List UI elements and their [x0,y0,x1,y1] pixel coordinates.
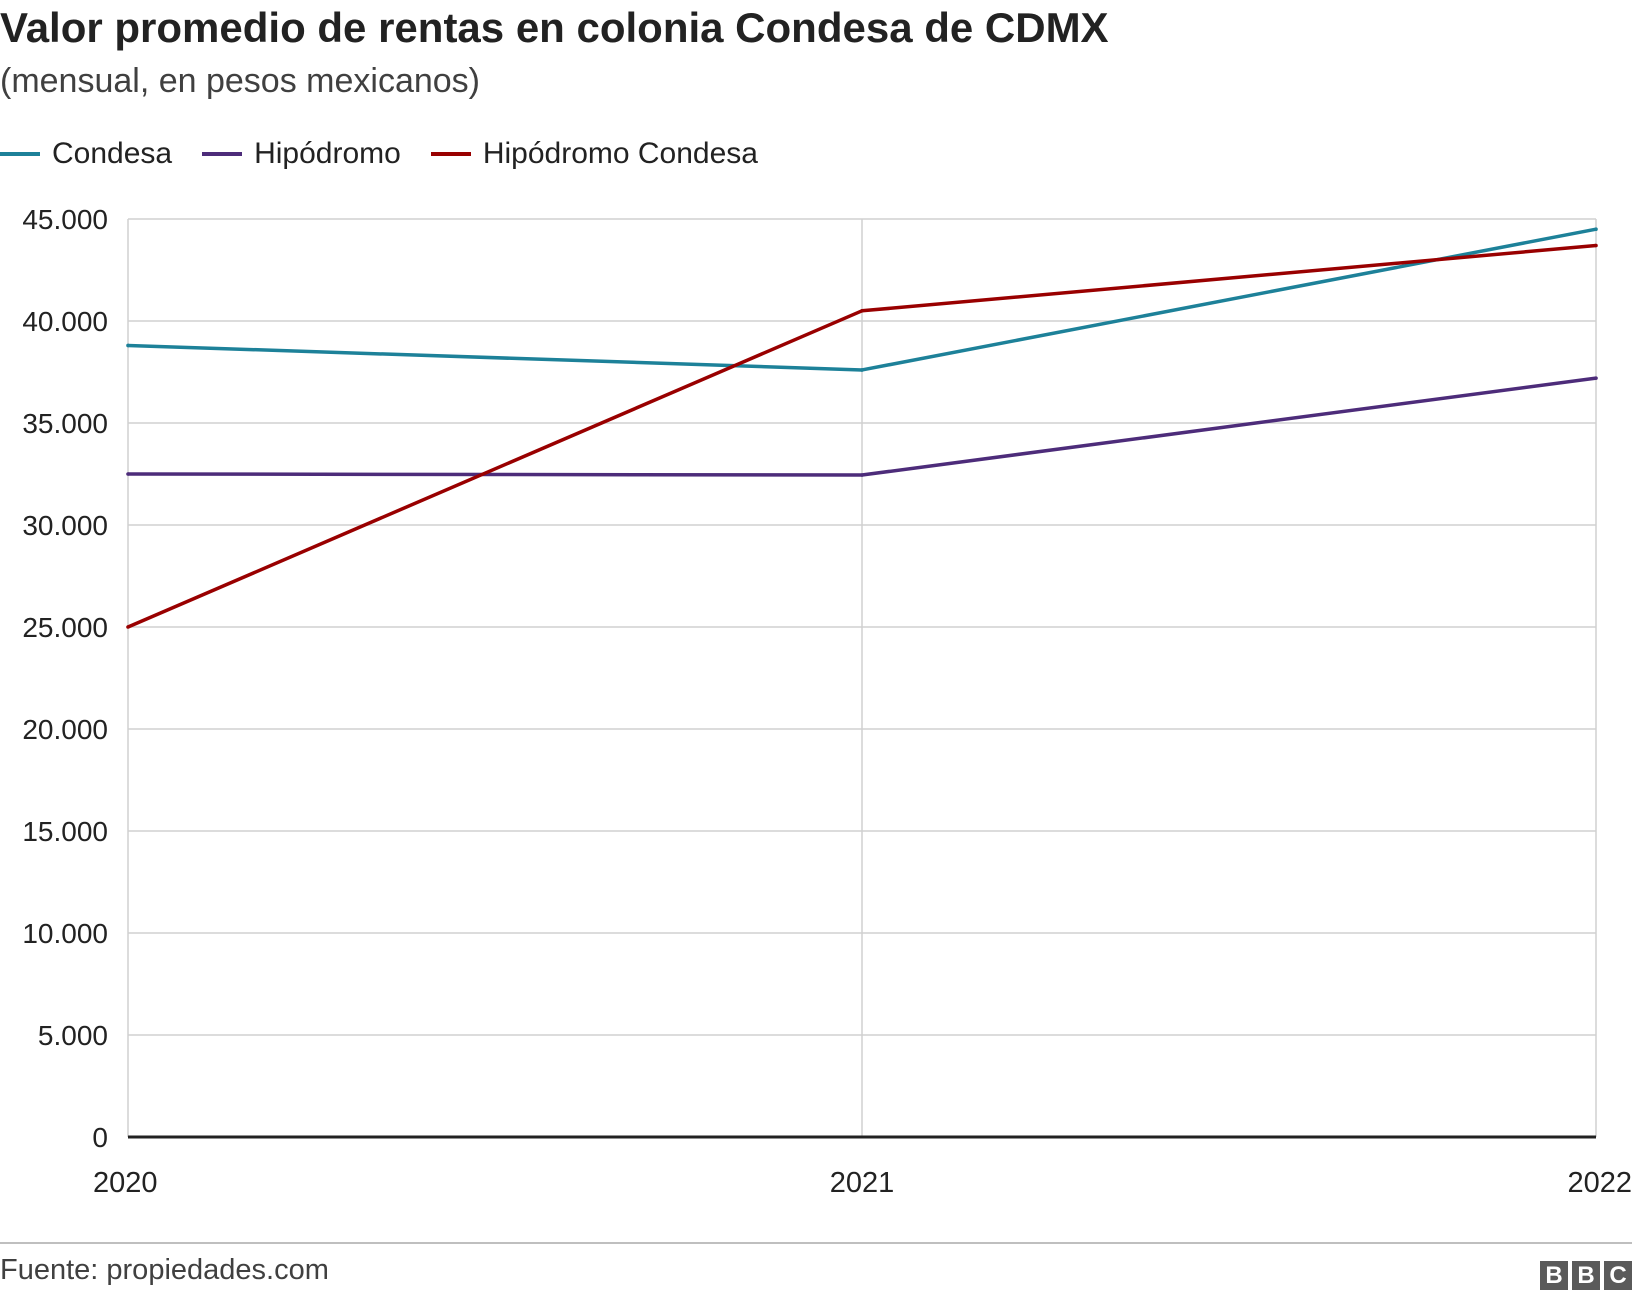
y-tick-label: 15.000 [22,816,108,847]
y-tick-label: 0 [92,1122,108,1153]
x-tick-label: 2020 [93,1167,158,1199]
legend-label-hipodromo: Hipódromo [254,137,401,170]
legend-label-hipodromo-condesa: Hipódromo Condesa [482,137,758,170]
data-point-condesa [860,368,864,372]
y-tick-label: 40.000 [22,306,108,337]
y-tick-label: 30.000 [22,510,108,541]
y-tick-label: 45.000 [22,204,108,235]
line-chart: 0 5.000 10.000 15.000 20.000 25.000 30.000 35.0… [22,204,1632,1199]
legend: Condesa Hipódromo Hipódromo Condesa [0,134,788,174]
data-point-hipodromo-condesa [126,625,130,629]
data-point-hipodromo [860,473,864,477]
chart-subtitle: (mensual, en pesos mexicanos) [0,62,481,100]
data-point-condesa [126,343,130,348]
legend-swatch-condesa [0,152,40,156]
legend-swatch-hipodromo [202,152,243,156]
legend-label-condesa: Condesa [52,137,173,170]
bbc-logo: B B C [1536,1261,1632,1290]
data-point-condesa [1594,227,1598,231]
y-tick-label: 35.000 [22,408,108,439]
chart-title: Valor promedio de rentas en colonia Cond… [0,4,1109,51]
y-tick-label: 20.000 [22,714,108,745]
legend-swatch-hipodromo-condesa [430,152,471,156]
data-point-hipodromo [1594,376,1598,380]
y-tick-label: 10.000 [22,918,108,949]
legend-item-hipodromo-condesa: Hipódromo Condesa [430,137,758,171]
bbc-logo-letter-3: C [1604,1261,1632,1290]
data-point-hipodromo [126,472,130,476]
legend-item-condesa: Condesa [0,137,172,171]
y-tick-label: 25.000 [22,612,108,643]
source-note: Fuente: propiedades.com [0,1254,329,1286]
x-tick-label: 2021 [830,1167,895,1199]
x-tick-label: 2022 [1567,1167,1632,1199]
y-tick-label: 5.000 [38,1020,108,1051]
bbc-logo-letter-1: B [1540,1261,1568,1290]
footer-divider [0,1242,1632,1244]
bbc-logo-letter-2: B [1572,1261,1600,1290]
data-point-hipodromo-condesa [1594,243,1598,248]
data-point-hipodromo-condesa [860,309,864,313]
legend-item-hipodromo: Hipódromo [202,137,401,171]
